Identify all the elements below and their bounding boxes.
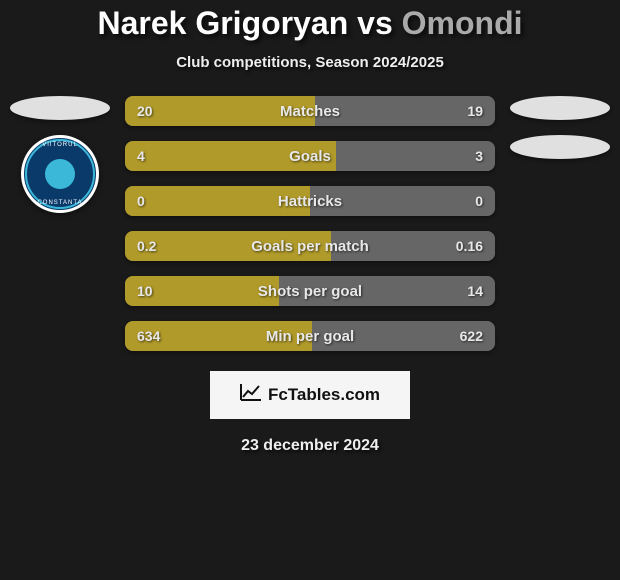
stat-right-value: 622	[460, 328, 483, 344]
stat-right-value: 0.16	[456, 238, 483, 254]
left-column: VIITORUL CONSTANTA	[5, 96, 115, 213]
date-text: 23 december 2024	[0, 437, 620, 455]
player1-oval	[10, 96, 110, 120]
branding-box[interactable]: FcTables.com	[210, 371, 410, 419]
stat-left-value: 0	[137, 193, 145, 209]
stats-infographic: Narek Grigoryan vs Omondi Club competiti…	[0, 0, 620, 455]
vs-text: vs	[357, 5, 393, 41]
stat-left-value: 4	[137, 148, 145, 164]
player2-oval-2	[510, 135, 610, 159]
stat-right-value: 19	[467, 103, 483, 119]
stat-bar-shots-per-goal: 10 Shots per goal 14	[125, 276, 495, 306]
stat-left-value: 20	[137, 103, 153, 119]
stat-left-value: 634	[137, 328, 160, 344]
stat-label: Matches	[280, 103, 340, 120]
branding-text: FcTables.com	[268, 385, 380, 405]
stat-left-value: 10	[137, 283, 153, 299]
right-column	[505, 96, 615, 159]
stat-bar-min-per-goal: 634 Min per goal 622	[125, 321, 495, 351]
stat-label: Goals	[289, 148, 331, 165]
stat-bar-matches: 20 Matches 19	[125, 96, 495, 126]
stat-bar-goals: 4 Goals 3	[125, 141, 495, 171]
stat-right-value: 3	[475, 148, 483, 164]
page-title: Narek Grigoryan vs Omondi	[0, 5, 620, 42]
player1-name: Narek Grigoryan	[97, 5, 348, 41]
stats-column: 20 Matches 19 4 Goals 3 0 Hattricks 0 0.2 Goals pe…	[125, 96, 495, 351]
club-badge: VIITORUL CONSTANTA	[21, 135, 99, 213]
stat-label: Min per goal	[266, 328, 354, 345]
stat-label: Goals per match	[251, 238, 369, 255]
player2-oval-1	[510, 96, 610, 120]
stat-fill-right	[336, 141, 495, 171]
main-content: VIITORUL CONSTANTA 20 Matches 19 4 Goals 3 0 Ha…	[0, 96, 620, 351]
chart-icon	[240, 383, 262, 407]
stat-left-value: 0.2	[137, 238, 156, 254]
stat-right-value: 14	[467, 283, 483, 299]
stat-label: Hattricks	[278, 193, 342, 210]
player2-name: Omondi	[402, 5, 523, 41]
stat-bar-goals-per-match: 0.2 Goals per match 0.16	[125, 231, 495, 261]
stat-right-value: 0	[475, 193, 483, 209]
subtitle: Club competitions, Season 2024/2025	[0, 54, 620, 71]
stat-label: Shots per goal	[258, 283, 362, 300]
stat-bar-hattricks: 0 Hattricks 0	[125, 186, 495, 216]
badge-bottom-text: CONSTANTA	[37, 200, 82, 206]
badge-top-text: VIITORUL	[42, 142, 78, 148]
badge-inner-icon	[45, 159, 75, 189]
